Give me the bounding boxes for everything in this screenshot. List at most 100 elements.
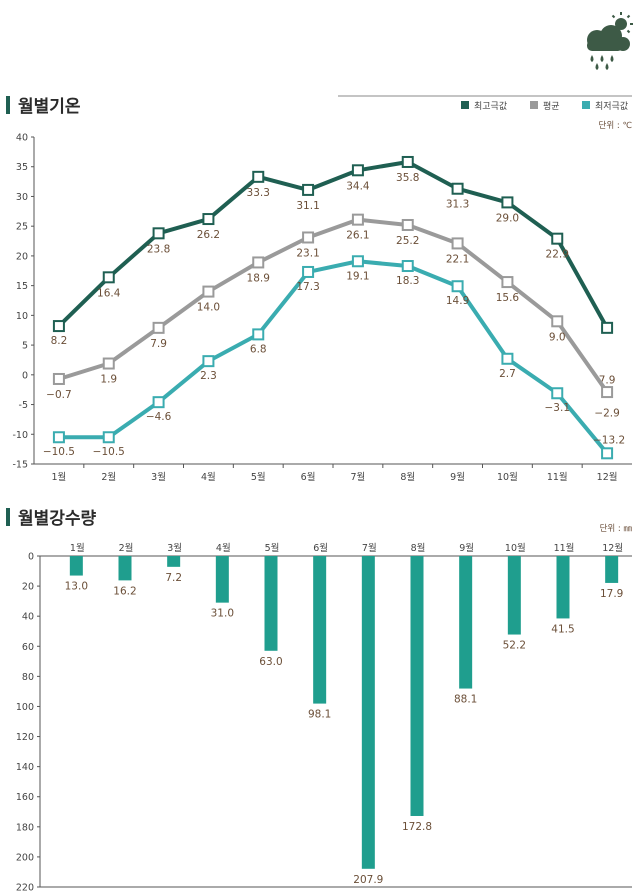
series-0-point xyxy=(351,164,364,177)
legend-swatch-min xyxy=(582,101,590,109)
series-0-point xyxy=(551,232,564,245)
series-1-point xyxy=(152,321,165,334)
series-2-point xyxy=(351,255,364,268)
series-0-data-label: 8.2 xyxy=(51,335,68,347)
rain-y-tick-label: 220 xyxy=(16,883,34,894)
temp-y-tick-label: 40 xyxy=(16,133,28,144)
rain-y-tick-label: 200 xyxy=(16,852,34,863)
rain-y-tick-label: 180 xyxy=(16,822,34,833)
temp-y-tick-label: -5 xyxy=(19,400,28,411)
rain-bar-label: 16.2 xyxy=(113,585,136,597)
series-1-data-label: 18.9 xyxy=(247,272,270,284)
rain-y-tick-label: 40 xyxy=(22,612,34,623)
series-0-data-label: 29.0 xyxy=(496,212,519,224)
rain-x-tick-label: 8월 xyxy=(411,542,426,554)
legend-swatch-mean xyxy=(530,101,538,109)
series-2-point xyxy=(501,352,514,365)
series-2-data-label: 17.3 xyxy=(296,281,319,293)
rain-bar xyxy=(605,556,619,583)
rain-x-tick-label: 4월 xyxy=(216,542,231,554)
rain-bar-label: 7.2 xyxy=(165,572,182,584)
rain-bar-label: 207.9 xyxy=(353,874,383,886)
series-1-data-label: 22.1 xyxy=(446,253,469,265)
series-2-data-label: 18.3 xyxy=(396,275,419,287)
temp-x-tick-label: 4월 xyxy=(201,471,216,483)
temp-x-tick-label: 1월 xyxy=(52,471,67,483)
series-0-data-label: 31.3 xyxy=(446,199,469,211)
series-2-data-label: 14.9 xyxy=(446,295,469,307)
series-1-data-label: 14.0 xyxy=(197,302,220,314)
series-2-point xyxy=(152,396,165,409)
rain-x-tick-label: 2월 xyxy=(119,542,134,554)
series-0-point xyxy=(202,213,215,226)
temp-y-tick-label: -15 xyxy=(12,460,28,471)
rain-bar xyxy=(556,556,570,619)
temp-x-tick-label: 9월 xyxy=(450,471,465,483)
series-1-data-label: 25.2 xyxy=(396,235,419,247)
series-0-data-label: 23.8 xyxy=(147,243,170,255)
rain-bar xyxy=(361,556,375,869)
series-0-point xyxy=(302,183,315,196)
rain-bar-label: 13.0 xyxy=(65,581,88,593)
rain-y-tick-label: 20 xyxy=(22,582,34,593)
series-2-data-label: 19.1 xyxy=(346,270,369,282)
series-0-data-label: 33.3 xyxy=(247,187,270,199)
rain-bar-label: 88.1 xyxy=(454,694,477,706)
legend-label-max: 최고극값 xyxy=(474,100,507,112)
temp-unit-label: 단위 : ℃ xyxy=(599,120,633,131)
rain-chart-title: 월별강수량 xyxy=(18,509,97,529)
series-1-data-label: 7.9 xyxy=(150,338,167,350)
series-1-point xyxy=(252,256,265,269)
series-line-0 xyxy=(57,159,609,329)
rain-bar xyxy=(313,556,327,704)
series-2-point xyxy=(252,328,265,341)
series-1-point xyxy=(351,213,364,226)
rain-x-tick-label: 3월 xyxy=(167,542,182,554)
series-2-point xyxy=(52,431,65,444)
temp-x-tick-label: 10월 xyxy=(497,471,518,483)
series-1-point xyxy=(302,231,315,244)
series-2-data-label: −4.6 xyxy=(146,411,172,423)
series-0-point xyxy=(102,271,115,284)
rain-bar-chart: 0 20 40 60 80 100 120 140 160 180 200 220 1월 13.0 2월 16… xyxy=(16,542,632,894)
rain-x-tick-label: 1월 xyxy=(70,542,85,554)
temp-x-tick-label: 12월 xyxy=(597,471,618,483)
rain-unit-label: 단위 : ㎜ xyxy=(600,523,633,534)
series-1-data-label: 26.1 xyxy=(346,230,369,242)
temp-y-tick-label: 30 xyxy=(16,192,28,203)
temp-title-marker xyxy=(6,96,10,114)
rain-y-tick-label: 0 xyxy=(28,552,34,563)
temp-legend: 최고극값 평균 최저극값 xyxy=(461,100,628,112)
temp-y-tick-label: 10 xyxy=(16,311,28,322)
series-0-data-label: 34.4 xyxy=(346,180,370,192)
rain-cloud-sun-icon xyxy=(587,12,633,70)
temp-y-tick-label: 15 xyxy=(16,281,28,292)
series-2-point xyxy=(202,355,215,368)
rain-bar xyxy=(410,556,424,816)
rain-y-tick-label: 140 xyxy=(16,762,34,773)
temp-y-tick-label: 35 xyxy=(16,162,28,173)
rain-bar xyxy=(264,556,278,651)
series-0-data-label: 26.2 xyxy=(197,229,220,241)
series-line-2 xyxy=(58,259,609,455)
rain-x-tick-label: 6월 xyxy=(313,542,328,554)
rain-bar xyxy=(167,556,181,567)
temp-y-tick-label: -10 xyxy=(12,430,28,441)
series-1-data-label: −2.9 xyxy=(594,407,620,419)
rain-bar-label: 172.8 xyxy=(402,821,432,833)
rain-y-tick-label: 80 xyxy=(22,672,34,683)
legend-swatch-max xyxy=(461,101,469,109)
rain-x-tick-label: 12월 xyxy=(602,542,623,554)
rain-title-marker xyxy=(6,508,10,526)
series-0-data-label: 16.4 xyxy=(97,287,121,299)
rain-x-tick-label: 11월 xyxy=(554,542,575,554)
series-0-data-label: 31.1 xyxy=(296,200,319,212)
rain-y-tick-label: 160 xyxy=(16,792,34,803)
temp-x-tick-label: 7월 xyxy=(351,471,366,483)
rain-bar-label: 17.9 xyxy=(600,588,623,600)
temp-x-tick-label: 6월 xyxy=(301,471,316,483)
rain-bar-label: 31.0 xyxy=(211,608,234,620)
series-2-point xyxy=(551,387,564,400)
rain-bar xyxy=(69,556,83,576)
temp-y-tick-label: 5 xyxy=(22,341,28,352)
